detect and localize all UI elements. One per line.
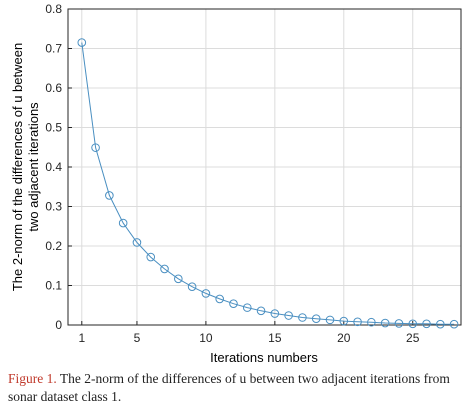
line-chart: 00.10.20.30.40.50.60.70.8 1 5 10 15 20 25 Ite…: [10, 2, 462, 365]
x-tick-label: 5: [134, 331, 141, 345]
x-tick-label: 25: [406, 331, 420, 345]
data-point: [77, 38, 87, 47]
data-point: [174, 274, 183, 284]
data-point: [408, 319, 418, 329]
data-point: [339, 316, 349, 326]
data-point: [298, 313, 307, 322]
caption-text: The 2-norm of the differences of u betwe…: [8, 371, 450, 404]
data-point: [146, 252, 156, 262]
figure-label: Figure 1.: [8, 371, 57, 386]
data-point: [187, 282, 197, 291]
data-point: [201, 289, 211, 298]
y-tick-label: 0.5: [45, 121, 62, 135]
y-tick-label: 0.2: [45, 239, 62, 253]
data-point: [118, 218, 128, 228]
data-point: [132, 238, 142, 247]
data-point: [270, 309, 280, 318]
data-point: [256, 306, 266, 316]
x-tick-label: 1: [78, 331, 85, 345]
data-point: [91, 143, 100, 152]
y-tick-label: 0.3: [45, 200, 62, 214]
y-tick-label: 0: [55, 318, 62, 332]
data-point: [353, 317, 362, 327]
y-tick-label: 0.1: [45, 279, 62, 293]
grid: [68, 8, 461, 326]
x-tick-label: 10: [199, 331, 213, 345]
y-tick-label: 0.7: [45, 42, 62, 56]
data-point: [284, 311, 293, 320]
x-tick-label: 15: [268, 331, 282, 345]
data-point: [311, 314, 321, 323]
series-markers: [77, 38, 459, 329]
x-tick-label: 20: [337, 331, 351, 345]
data-point: [105, 191, 114, 200]
data-point: [422, 319, 431, 329]
y-axis-ticks: 0 0.1 0.2 0.3 0.4 0.5 0.6 0.7 0.8: [45, 2, 72, 332]
y-axis-label-line2: two adjacent iterations: [26, 102, 41, 232]
x-axis-label: Iterations numbers: [210, 350, 318, 365]
series-line: [81, 42, 455, 325]
y-tick-label: 0.4: [45, 160, 62, 174]
data-point: [394, 319, 404, 328]
data-point: [449, 319, 459, 329]
data-point: [436, 319, 445, 329]
y-tick-label: 0.8: [45, 2, 62, 16]
data-point: [367, 317, 376, 327]
x-axis-ticks: 1 5 10 15 20 25: [78, 321, 420, 345]
y-tick-label: 0.6: [45, 81, 62, 95]
data-point: [160, 264, 169, 274]
data-point: [215, 294, 224, 304]
data-point: [229, 299, 238, 308]
figure-caption: Figure 1. The 2-norm of the differences …: [8, 370, 470, 406]
data-point: [380, 318, 390, 328]
data-point: [325, 315, 335, 325]
data-point: [242, 303, 252, 312]
y-axis-label-line1: The 2-norm of the differences of u betwe…: [10, 43, 25, 291]
